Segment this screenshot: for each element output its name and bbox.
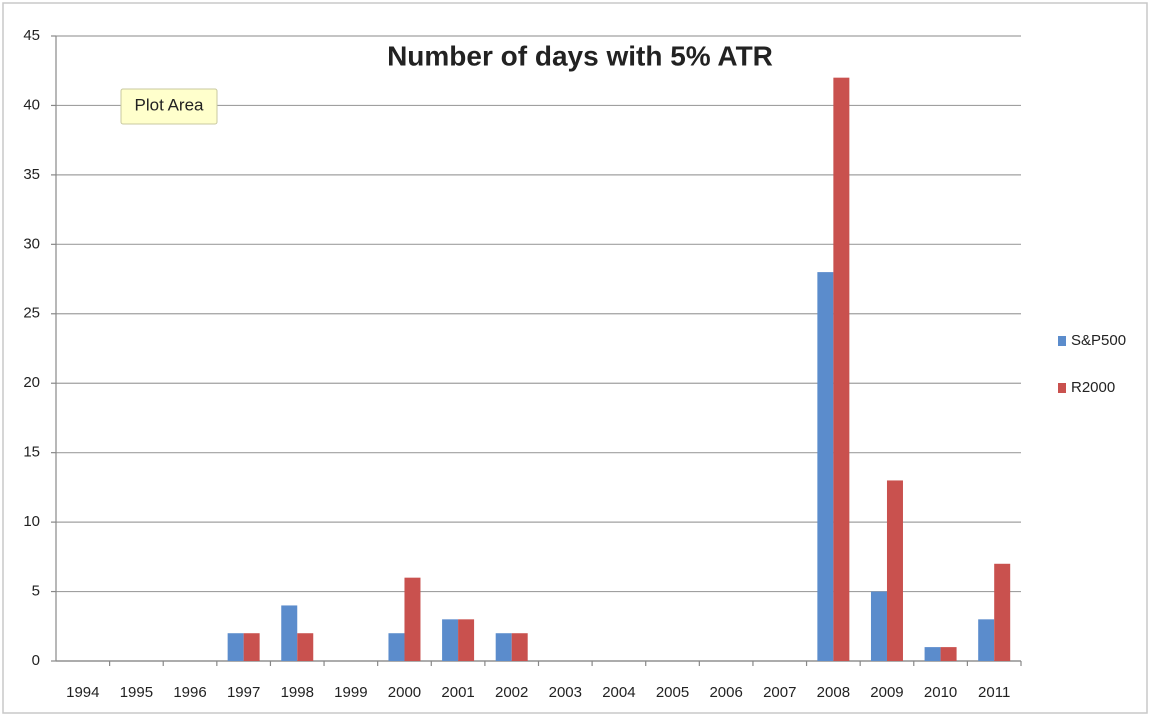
x-tick-label: 1998: [281, 684, 314, 701]
x-tick-label: 1995: [120, 684, 153, 701]
y-tick-label: 20: [23, 374, 40, 391]
y-tick-label: 35: [23, 166, 40, 183]
x-tick-label: 2007: [763, 684, 796, 701]
y-tick-label: 0: [32, 652, 40, 669]
x-tick-label: 2009: [870, 684, 903, 701]
bar: [458, 619, 475, 661]
x-tick-label: 1999: [334, 684, 367, 701]
bar: [388, 633, 405, 661]
x-tick-label: 2011: [978, 684, 1010, 701]
chart-title: Number of days with 5% ATR: [387, 40, 773, 71]
y-tick-label: 30: [23, 235, 40, 252]
bar: [297, 633, 314, 661]
legend-swatch: [1058, 383, 1066, 393]
x-tick-label: 2003: [549, 684, 582, 701]
legend-label: R2000: [1071, 379, 1115, 396]
x-tick-label: 1996: [173, 684, 206, 701]
y-tick-label: 25: [23, 305, 40, 322]
tooltip-box: [120, 88, 218, 125]
x-tick-label: 1994: [66, 684, 99, 701]
x-tick-label: 1997: [227, 684, 260, 701]
x-tick-label: 2006: [709, 684, 742, 701]
x-tick-label: 2008: [817, 684, 850, 701]
bar: [442, 619, 459, 661]
bar: [940, 647, 957, 661]
y-tick-label: 45: [23, 27, 40, 44]
y-tick-label: 5: [32, 583, 40, 600]
bar: [994, 563, 1011, 661]
bar: [227, 633, 244, 661]
bar: [817, 272, 834, 661]
y-tick-label: 10: [23, 513, 40, 530]
bar: [495, 633, 512, 661]
tooltip-text: Plot Area: [135, 95, 205, 114]
bar: [243, 633, 260, 661]
x-tick-label: 2004: [602, 684, 635, 701]
bar: [886, 480, 903, 661]
y-tick-label: 15: [23, 444, 40, 461]
bar: [833, 77, 850, 661]
y-tick-label: 40: [23, 96, 40, 113]
bar: [924, 647, 941, 661]
bar: [404, 577, 421, 661]
x-tick-label: 2005: [656, 684, 689, 701]
bar: [511, 633, 528, 661]
x-tick-label: 2000: [388, 684, 421, 701]
legend-swatch: [1058, 336, 1066, 346]
bar: [870, 591, 887, 661]
x-tick-label: 2010: [924, 684, 957, 701]
legend-label: S&P500: [1071, 332, 1126, 349]
x-tick-label: 2001: [441, 684, 474, 701]
x-tick-label: 2002: [495, 684, 528, 701]
bar: [281, 605, 298, 661]
bar: [978, 619, 995, 661]
